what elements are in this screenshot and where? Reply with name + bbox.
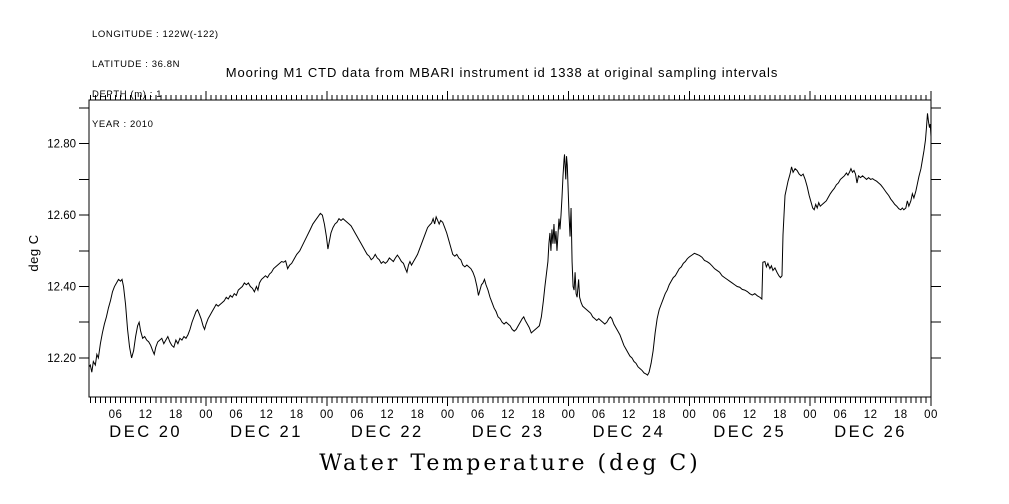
hour-tick-label: 00 — [682, 409, 696, 421]
hour-tick-label: 12 — [260, 409, 274, 421]
axis-frame — [88, 99, 932, 398]
hour-tick-label: 06 — [229, 409, 243, 421]
hour-tick-label: 00 — [441, 409, 455, 421]
date-label: DEC 21 — [230, 423, 303, 441]
hour-tick-label: 18 — [773, 409, 787, 421]
metadata-latitude: LATITUDE : 36.8N — [92, 59, 181, 70]
hour-tick-label: 12 — [743, 409, 757, 421]
y-tick-label: 12.40 — [47, 282, 76, 294]
hour-tick-label: 12 — [139, 409, 153, 421]
hour-tick-label: 12 — [622, 409, 636, 421]
date-label: DEC 23 — [472, 423, 545, 441]
hour-tick-label: 18 — [169, 409, 183, 421]
hour-tick-label: 06 — [713, 409, 727, 421]
temperature-line — [88, 113, 932, 376]
date-label: DEC 22 — [351, 423, 424, 441]
hour-tick-label: 12 — [501, 409, 515, 421]
hour-tick-label: 18 — [290, 409, 304, 421]
y-tick-label: 12.80 — [47, 139, 76, 151]
hour-tick-label: 18 — [894, 409, 908, 421]
y-axis-ticks — [79, 107, 941, 359]
hour-tick-label: 12 — [380, 409, 394, 421]
x-hour-labels: 06 12 18 00 06 12 18 00 06 12 18 00 06 12 18 00 06 12 18 00… — [109, 409, 938, 421]
hour-tick-label: 06 — [350, 409, 364, 421]
chart-title: Mooring M1 CTD data from MBARI instrumen… — [225, 65, 779, 80]
date-label: DEC 25 — [713, 423, 786, 441]
hour-tick-label: 18 — [411, 409, 425, 421]
hour-tick-label: 06 — [592, 409, 606, 421]
date-label: DEC 20 — [109, 423, 182, 441]
hour-tick-label: 00 — [562, 409, 576, 421]
hour-tick-label: 18 — [531, 409, 545, 421]
metadata-longitude: LONGITUDE : 122W(-122) — [92, 29, 219, 40]
hour-tick-label: 06 — [471, 409, 485, 421]
hour-tick-label: 00 — [320, 409, 334, 421]
hour-tick-label: 06 — [109, 409, 123, 421]
hour-tick-label: 06 — [833, 409, 847, 421]
x-date-labels: DEC 20 DEC 21 DEC 22 DEC 23 DEC 24 DEC 25 DEC … — [109, 423, 907, 441]
hour-tick-label: 00 — [924, 409, 938, 421]
hour-tick-label: 18 — [652, 409, 666, 421]
x-axis-ticks — [89, 91, 932, 406]
station-metadata: LONGITUDE : 122W(-122) LATITUDE : 36.8N … — [92, 10, 219, 150]
hour-tick-label: 12 — [864, 409, 878, 421]
y-tick-label: 12.60 — [47, 210, 76, 222]
x-axis-title: Water Temperature (deg C) — [319, 451, 701, 476]
y-tick-label: 12.20 — [47, 353, 76, 365]
y-tick-labels: 12.20 12.40 12.60 12.80 — [47, 139, 76, 365]
hour-tick-label: 00 — [199, 409, 213, 421]
metadata-depth: DEPTH (m) : 1 — [92, 89, 163, 100]
date-label: DEC 24 — [593, 423, 666, 441]
metadata-year: YEAR : 2010 — [92, 119, 154, 130]
date-label: DEC 26 — [834, 423, 907, 441]
hour-tick-label: 00 — [803, 409, 817, 421]
